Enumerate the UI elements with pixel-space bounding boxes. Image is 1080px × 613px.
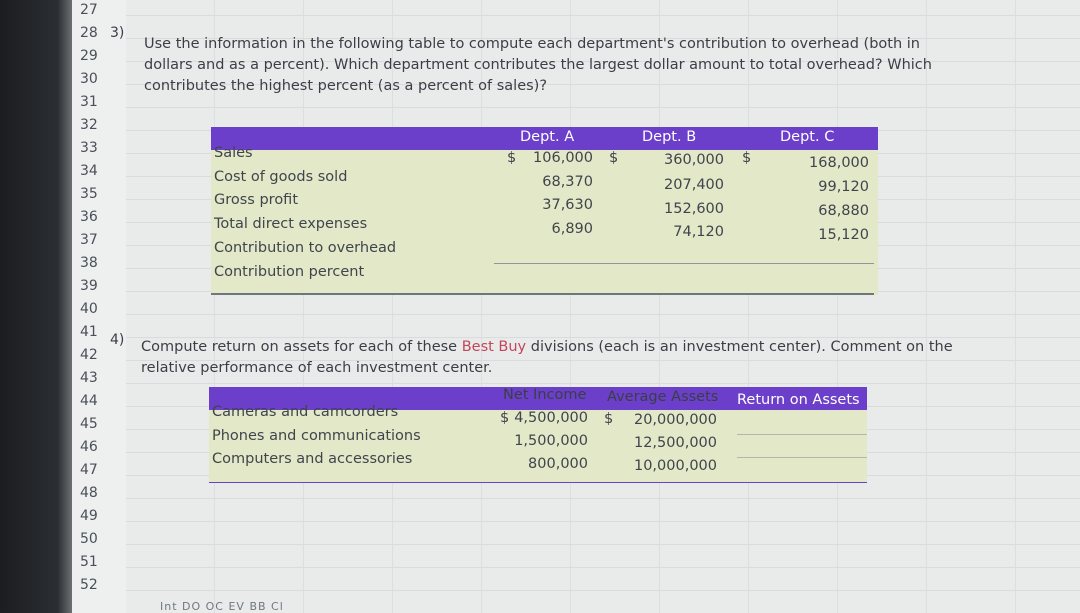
- row-number[interactable]: 52: [80, 577, 98, 593]
- row-number[interactable]: 33: [80, 140, 98, 156]
- currency-symbol: $: [742, 150, 752, 166]
- question-3-line: Use the information in the following tab…: [144, 36, 920, 52]
- row-number[interactable]: 30: [80, 71, 98, 87]
- header-dept-b: Dept. B: [642, 129, 697, 145]
- question-4-text-part: Compute return on assets for each of the…: [141, 339, 462, 355]
- row-label-direct-expenses: Total direct expenses: [214, 216, 368, 232]
- spreadsheet-grid[interactable]: [126, 0, 1080, 613]
- cell-c-gross-profit[interactable]: 68,880: [818, 203, 869, 219]
- question-3-text: Use the information in the following tab…: [144, 34, 932, 97]
- cell-a-sales[interactable]: 106,000: [533, 150, 593, 166]
- dark-edge: [0, 0, 72, 613]
- question-3-line: contributes the highest percent (as a pe…: [144, 78, 548, 94]
- row-number[interactable]: 42: [80, 347, 98, 363]
- roa-table-bottom-border: [209, 482, 867, 483]
- row-number[interactable]: 35: [80, 186, 98, 202]
- header-average-assets: Average Assets: [607, 389, 719, 405]
- row-label-contribution-percent: Contribution percent: [214, 264, 365, 280]
- cell-cameras-net-income[interactable]: 4,500,000: [514, 410, 588, 426]
- row-label-contribution: Contribution to overhead: [214, 240, 397, 256]
- row-number[interactable]: 37: [80, 232, 98, 248]
- header-net-income: Net Income: [503, 387, 587, 403]
- currency-symbol: $: [500, 410, 510, 426]
- table-bottom-border: [211, 293, 874, 295]
- roa-cell-divider: [737, 434, 867, 435]
- row-number[interactable]: 49: [80, 508, 98, 524]
- question-4-number: 4): [110, 332, 125, 348]
- row-number[interactable]: 43: [80, 370, 98, 386]
- best-buy-link[interactable]: Best Buy: [461, 339, 527, 355]
- row-number[interactable]: 47: [80, 462, 98, 478]
- row-number[interactable]: 51: [80, 554, 98, 570]
- row-label-phones: Phones and communications: [212, 428, 421, 444]
- row-number[interactable]: 36: [80, 209, 98, 225]
- row-number[interactable]: 40: [80, 301, 98, 317]
- cell-computers-net-income[interactable]: 800,000: [528, 456, 588, 472]
- cell-b-direct-expenses[interactable]: 74,120: [673, 224, 724, 240]
- currency-symbol: $: [609, 150, 619, 166]
- header-dept-a: Dept. A: [520, 129, 575, 145]
- row-number[interactable]: 41: [80, 324, 98, 340]
- row-header-column: [72, 0, 126, 613]
- department-table: Dept. A Dept. B Dept. C Sales Cost of go…: [211, 127, 878, 295]
- question-3-line: dollars and as a percent). Which departm…: [144, 57, 932, 73]
- cell-b-gross-profit[interactable]: 152,600: [664, 201, 724, 217]
- row-number[interactable]: 39: [80, 278, 98, 294]
- row-number[interactable]: 31: [80, 94, 98, 110]
- cell-c-cogs[interactable]: 99,120: [818, 179, 869, 195]
- row-label-sales: Sales: [214, 145, 253, 161]
- row-number[interactable]: 44: [80, 393, 98, 409]
- row-number[interactable]: 29: [80, 48, 98, 64]
- roa-table: Return on Assets Net Income Average Asse…: [209, 387, 867, 483]
- currency-symbol: $: [507, 150, 517, 166]
- cell-a-direct-expenses[interactable]: 6,890: [551, 221, 593, 237]
- cell-cameras-avg-assets[interactable]: 20,000,000: [633, 412, 717, 428]
- row-number[interactable]: 50: [80, 531, 98, 547]
- row-label-gross-profit: Gross profit: [214, 192, 299, 208]
- row-number[interactable]: 46: [80, 439, 98, 455]
- cell-phones-net-income[interactable]: 1,500,000: [514, 433, 588, 449]
- row-number[interactable]: 48: [80, 485, 98, 501]
- header-return-on-assets: Return on Assets: [737, 392, 860, 408]
- cell-b-cogs[interactable]: 207,400: [664, 177, 724, 193]
- cell-c-sales[interactable]: 168,000: [809, 155, 869, 171]
- question-4-line: relative performance of each investment …: [141, 360, 493, 376]
- cell-phones-avg-assets[interactable]: 12,500,000: [633, 435, 717, 451]
- question-4-text-part: divisions (each is an investment center)…: [526, 339, 953, 355]
- row-number[interactable]: 27: [80, 2, 98, 18]
- row-number[interactable]: 45: [80, 416, 98, 432]
- cell-a-gross-profit[interactable]: 37,630: [542, 197, 593, 213]
- question-3-number: 3): [110, 25, 125, 41]
- cell-b-sales[interactable]: 360,000: [664, 152, 724, 168]
- cell-a-cogs[interactable]: 68,370: [542, 174, 593, 190]
- row-label-cogs: Cost of goods sold: [214, 169, 348, 185]
- total-underline: [494, 263, 874, 264]
- row-number[interactable]: 28: [80, 25, 98, 41]
- sheet-tabs[interactable]: Int DO OC EV BB Cl: [160, 600, 284, 613]
- row-number[interactable]: 38: [80, 255, 98, 271]
- currency-symbol: $: [604, 411, 614, 427]
- row-label-computers: Computers and accessories: [212, 451, 413, 467]
- row-number[interactable]: 34: [80, 163, 98, 179]
- department-table-header: Dept. A Dept. B Dept. C: [211, 127, 878, 150]
- row-number[interactable]: 32: [80, 117, 98, 133]
- roa-table-header-band: [209, 387, 867, 410]
- cell-computers-avg-assets[interactable]: 10,000,000: [633, 458, 717, 474]
- cell-c-direct-expenses[interactable]: 15,120: [818, 227, 869, 243]
- question-4-text: Compute return on assets for each of the…: [141, 337, 953, 379]
- roa-cell-divider: [737, 457, 867, 458]
- header-dept-c: Dept. C: [780, 129, 835, 145]
- row-label-cameras: Cameras and camcorders: [212, 404, 399, 420]
